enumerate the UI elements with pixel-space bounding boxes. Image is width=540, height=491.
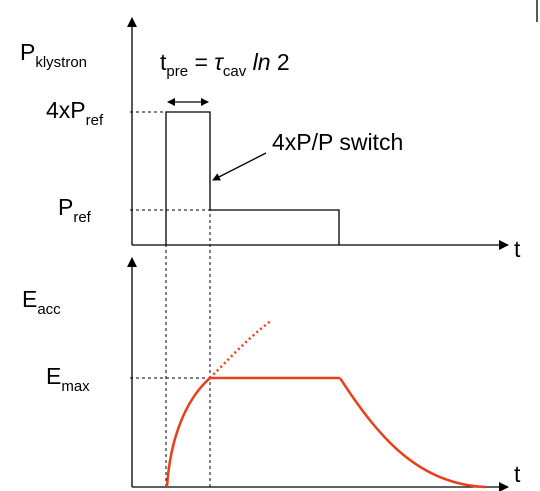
label-sub: acc <box>37 301 61 318</box>
label-main: ln <box>246 49 270 75</box>
label-main: 2 <box>271 49 290 75</box>
label-main: τ <box>214 49 224 75</box>
axis-label: t <box>514 461 521 487</box>
label-main: t <box>160 49 167 75</box>
label-sub: pre <box>166 63 188 80</box>
switch-arrow <box>212 152 267 181</box>
label-sub: ref <box>86 112 104 129</box>
switch-label: 4xP/P switch <box>272 129 403 155</box>
axis-label: t <box>514 236 521 262</box>
label-sub: ref <box>73 209 91 226</box>
label-main: = <box>188 49 214 75</box>
label-main: E <box>22 286 37 312</box>
field-rise <box>165 377 211 488</box>
label-main: E <box>46 363 61 389</box>
tpre-label: tpre = τcav ln 2 <box>160 49 290 80</box>
label-sub: klystron <box>35 54 87 71</box>
label-main: P <box>58 194 73 220</box>
label-main: 4xP <box>46 97 86 123</box>
field-decay <box>338 377 486 489</box>
klystron-label: Pklystron <box>20 39 87 71</box>
power-ref-label: Pref <box>58 194 92 226</box>
power-high-label: 4xPref <box>46 97 104 129</box>
label-sub: cav <box>223 63 247 80</box>
label-main: P <box>20 39 35 65</box>
field-max-label: Emax <box>46 363 90 395</box>
field-extrapolation <box>209 319 273 379</box>
field-label: Eacc <box>22 286 61 318</box>
label-sub: max <box>61 378 90 395</box>
